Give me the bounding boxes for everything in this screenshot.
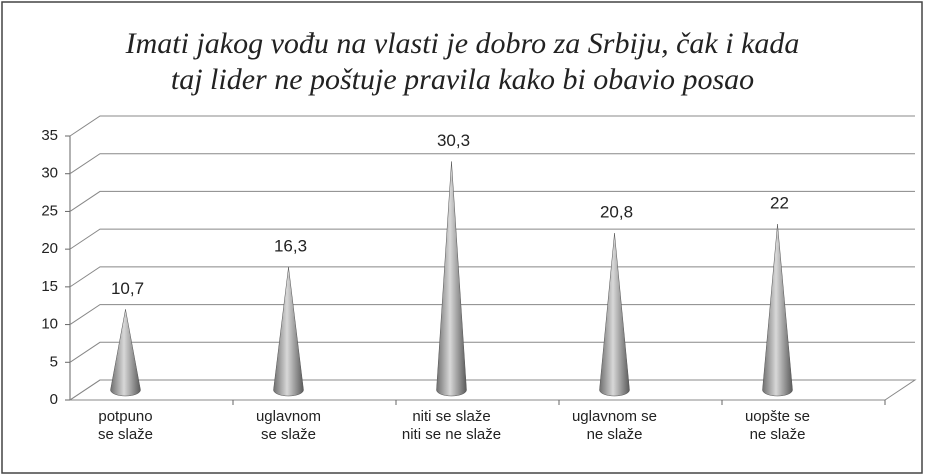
y-tick-label: 10 bbox=[41, 316, 58, 333]
grid-line bbox=[69, 266, 915, 288]
y-tick-label: 0 bbox=[50, 391, 58, 408]
value-label: 10,7 bbox=[111, 279, 144, 298]
grid-line bbox=[69, 153, 915, 175]
grid-line bbox=[69, 304, 915, 325]
y-tick-label: 20 bbox=[41, 240, 58, 257]
value-label: 30,3 bbox=[437, 131, 470, 150]
grid-line bbox=[69, 190, 915, 212]
y-tick-label: 30 bbox=[41, 165, 58, 182]
x-tick-label: potpuno se slaže bbox=[97, 408, 154, 443]
grid-line bbox=[69, 228, 915, 250]
grid-line bbox=[69, 341, 915, 363]
x-tick-label: niti se slaže niti se ne slaže bbox=[401, 408, 502, 443]
value-label: 22 bbox=[770, 194, 789, 213]
cone bbox=[273, 267, 304, 397]
value-label: 20,8 bbox=[600, 203, 633, 222]
x-tick-label: uopšte se ne slaže bbox=[744, 408, 811, 443]
x-tick-label: uglavnom se slaže bbox=[255, 408, 322, 443]
cone bbox=[599, 233, 630, 397]
x-tick-label: uglavnom se ne slaže bbox=[571, 408, 658, 443]
cone bbox=[110, 309, 141, 397]
cone bbox=[436, 161, 467, 397]
y-tick-label: 15 bbox=[41, 278, 58, 295]
y-tick-label: 35 bbox=[41, 127, 58, 144]
chart-title: Imati jakog vođu na vlasti je dobro za S… bbox=[125, 27, 800, 96]
y-tick-label: 25 bbox=[41, 202, 58, 219]
cone bbox=[762, 224, 793, 397]
y-tick-label: 5 bbox=[50, 353, 58, 370]
value-label: 16,3 bbox=[274, 237, 307, 256]
grid-line bbox=[69, 379, 915, 401]
grid-line bbox=[69, 115, 915, 137]
